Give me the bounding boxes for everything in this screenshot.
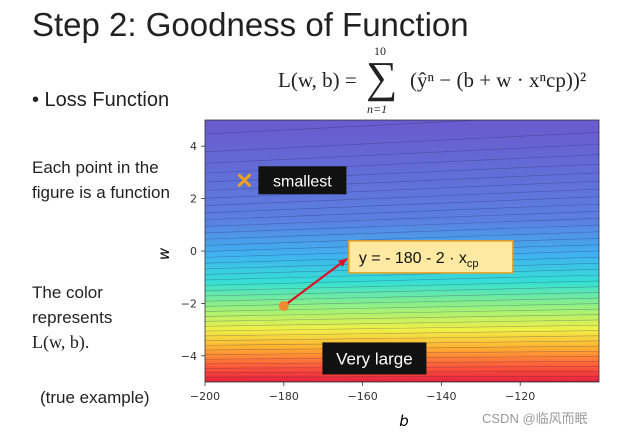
- contour-lines: [205, 120, 599, 382]
- footnote-true-example: (true example): [40, 388, 150, 407]
- smallest-marker-stroke: [237, 173, 252, 188]
- contour-line: [205, 120, 487, 135]
- side-text-each-point: Each point in the figure is a function: [32, 158, 170, 202]
- best-function-point: [278, 301, 289, 312]
- contour-line: [205, 224, 599, 240]
- contour-line: [205, 319, 599, 327]
- contour-line: [205, 196, 599, 214]
- smallest-label: smallest: [273, 173, 332, 190]
- x-tick-label: −140: [426, 390, 456, 403]
- formula-sum-lower: n=1: [367, 102, 388, 116]
- annotation-arrow-head: [338, 258, 347, 267]
- x-axis-ticks: −200 −180 −160 −140 −120: [190, 382, 535, 403]
- contour-line: [205, 286, 599, 297]
- equation-label-box: [348, 240, 514, 274]
- contour-line: [205, 180, 599, 199]
- slide-title: Step 2: Goodness of Function: [32, 6, 469, 43]
- x-axis-label: b: [399, 412, 409, 430]
- contour-line: [205, 132, 599, 153]
- contour-line: [205, 231, 599, 246]
- equation-label-subscript: cp: [467, 258, 479, 270]
- contour-line: [205, 297, 599, 307]
- watermark: CSDN @临风而眠: [482, 411, 588, 426]
- y-tick-label: −4: [181, 350, 197, 363]
- contour-line: [205, 303, 599, 312]
- bullet-loss-function: • Loss Function: [32, 89, 170, 111]
- equation-label: y = - 180 - 2 · xcp: [359, 250, 479, 270]
- contour-line: [205, 143, 599, 164]
- contour-line: [205, 292, 599, 302]
- formula-body: (ŷⁿ − (b + w · xⁿcp))²: [410, 68, 587, 92]
- contour-line: [205, 335, 599, 341]
- chart-annotations: smallest y = - 180 - 2 · xcp Very large: [237, 166, 514, 375]
- formula-lhs: L(w, b) =: [278, 68, 357, 92]
- very-large-label: Very large: [336, 349, 413, 368]
- contour-line: [205, 188, 599, 206]
- side-text-loss-math: L(w, b).: [32, 332, 90, 352]
- contour-line: [205, 211, 599, 227]
- y-tick-label: 2: [190, 193, 197, 206]
- contour-line: [205, 324, 599, 332]
- side-text-color-label: The color represents: [32, 283, 113, 327]
- y-tick-label: 0: [190, 245, 197, 258]
- smallest-label-box: [258, 166, 347, 195]
- contour-line: [205, 268, 599, 281]
- contour-line: [205, 274, 599, 286]
- side-text-color: The color represents L(w, b).: [32, 280, 182, 355]
- annotation-arrow-line: [283, 257, 348, 307]
- formula-sum-upper: 10: [374, 44, 386, 58]
- contour-line: [205, 203, 599, 221]
- contour-line: [205, 308, 599, 317]
- contour-line: [205, 280, 599, 292]
- formula-sum-symbol: ∑: [366, 53, 398, 102]
- contour-line: [205, 375, 599, 378]
- y-tick-label: −2: [181, 297, 197, 310]
- x-tick-label: −160: [347, 390, 377, 403]
- contour-line: [205, 330, 599, 337]
- loss-formula: L(w, b) = 10 ∑ n=1 (ŷⁿ − (b + w · xⁿcp))…: [270, 44, 620, 120]
- y-axis-label: w: [155, 247, 173, 260]
- x-tick-label: −200: [190, 390, 220, 403]
- very-large-label-box: [322, 342, 427, 375]
- y-axis-ticks: 4 2 0 −2 −4: [181, 140, 205, 363]
- y-tick-label: 4: [190, 140, 197, 153]
- x-tick-label: −120: [505, 390, 535, 403]
- x-tick-label: −180: [269, 390, 299, 403]
- contour-line: [205, 314, 599, 322]
- contour-line: [205, 217, 599, 234]
